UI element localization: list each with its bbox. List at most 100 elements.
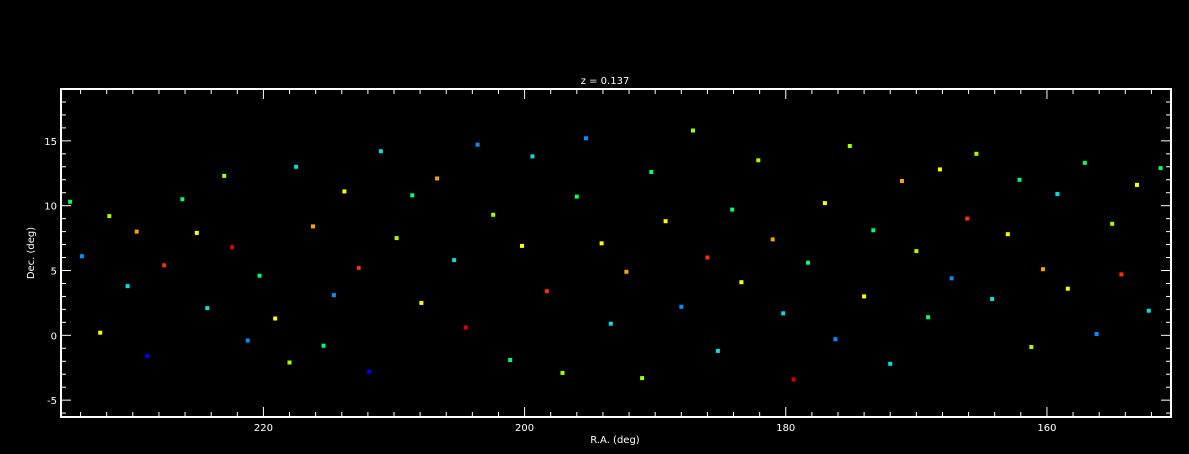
data-point — [791, 377, 796, 382]
data-point — [649, 170, 654, 174]
data-point — [1017, 177, 1022, 182]
data-point — [410, 193, 415, 198]
data-point — [584, 136, 588, 141]
data-point — [974, 151, 979, 156]
data-point — [205, 306, 210, 311]
data-point — [560, 370, 565, 375]
data-point — [273, 316, 278, 321]
data-point — [98, 330, 103, 335]
data-point — [1146, 308, 1151, 313]
data-point — [491, 212, 496, 217]
data-point — [475, 142, 480, 147]
data-point — [599, 241, 604, 246]
data-point — [900, 179, 904, 183]
data-point — [257, 273, 262, 278]
data-point — [1082, 160, 1087, 165]
x-tick-label: 220 — [254, 423, 273, 434]
data-point — [705, 255, 710, 260]
data-point — [162, 263, 167, 268]
data-point — [888, 361, 893, 366]
data-point — [145, 354, 150, 359]
data-point — [730, 207, 735, 212]
data-point — [1110, 221, 1115, 226]
data-point — [463, 325, 468, 330]
data-point — [574, 194, 579, 199]
data-point — [1005, 232, 1010, 237]
data-point — [356, 265, 361, 270]
data-point — [68, 199, 73, 204]
data-point — [1041, 267, 1045, 272]
data-point — [822, 201, 827, 206]
data-point — [321, 343, 326, 348]
data-point — [331, 293, 336, 298]
data-point — [245, 338, 250, 343]
data-point — [435, 176, 440, 181]
data-point — [134, 229, 139, 234]
data-point — [1119, 272, 1124, 277]
chart-title: z = 0.137 — [581, 76, 630, 87]
data-point — [640, 376, 645, 381]
data-point — [342, 189, 347, 194]
data-point — [1158, 166, 1163, 171]
data-point — [833, 337, 838, 342]
data-point — [508, 358, 513, 362]
data-point — [180, 197, 185, 202]
x-tick-label: 200 — [515, 423, 534, 434]
x-axis-label: R.A. (deg) — [590, 435, 640, 446]
data-point — [739, 280, 744, 285]
data-point — [806, 260, 810, 265]
data-point — [663, 219, 668, 224]
y-tick-label: 10 — [44, 202, 57, 213]
data-point — [608, 321, 613, 326]
data-point — [847, 144, 852, 148]
data-point — [378, 149, 383, 154]
axis-ticks: 220 200 180 160 -5 0 5 10 15 — [44, 88, 1171, 434]
data-point — [862, 294, 867, 299]
data-point — [294, 164, 299, 169]
data-points — [68, 128, 1163, 382]
data-point — [1055, 192, 1060, 196]
data-point — [770, 237, 775, 242]
data-point — [222, 173, 227, 178]
y-tick-label: 5 — [51, 267, 57, 278]
data-point — [530, 154, 535, 159]
data-point — [452, 258, 457, 263]
data-point — [107, 214, 112, 219]
data-point — [419, 300, 424, 305]
data-point — [781, 311, 786, 316]
data-point — [1065, 286, 1070, 291]
data-point — [990, 297, 995, 301]
data-point — [125, 284, 130, 289]
data-point — [1094, 332, 1099, 336]
data-point — [79, 254, 84, 259]
y-axis-label: Dec. (deg) — [26, 227, 37, 279]
y-tick-label: 0 — [51, 331, 57, 342]
data-point — [679, 304, 684, 309]
y-tick-label: 15 — [44, 137, 57, 148]
data-point — [871, 228, 876, 233]
x-tick-label: 160 — [1037, 423, 1056, 434]
data-point — [311, 224, 315, 229]
data-point — [926, 315, 931, 320]
data-point — [367, 369, 372, 374]
data-point — [230, 245, 235, 250]
plot-frame — [60, 88, 1172, 418]
data-point — [949, 276, 954, 281]
data-point — [194, 230, 199, 235]
data-point — [1135, 182, 1139, 187]
data-point — [937, 167, 942, 172]
data-point — [965, 216, 970, 221]
data-point — [756, 158, 761, 163]
data-point — [715, 348, 720, 353]
data-point — [287, 360, 292, 365]
x-tick-label: 180 — [776, 423, 795, 434]
data-point — [624, 269, 629, 274]
data-point — [520, 243, 524, 248]
data-point — [691, 128, 695, 133]
data-point — [914, 249, 919, 254]
data-point — [1029, 345, 1034, 349]
y-tick-label: -5 — [47, 396, 57, 407]
data-point — [544, 289, 549, 294]
data-point — [394, 236, 399, 241]
